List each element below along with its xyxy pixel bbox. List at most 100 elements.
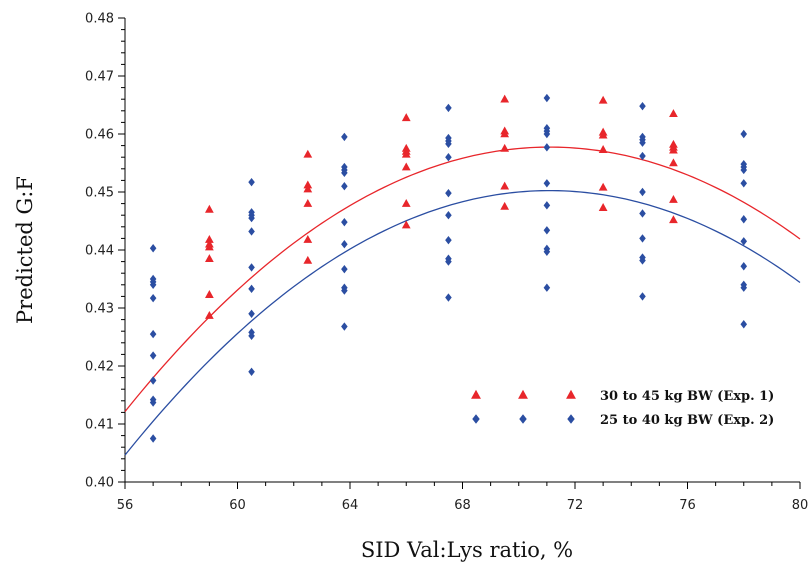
diamond-point	[341, 182, 348, 191]
triangle-point	[205, 204, 214, 213]
diamond-point	[639, 209, 646, 218]
legend-diamond-icon	[519, 414, 527, 424]
diamond-point	[543, 247, 551, 256]
y-axis: 0.40 0.41 0.42 0.43 0.44 0.45 0.46 0.47 0.48	[85, 12, 126, 491]
y-tick-label: 0.45	[85, 186, 114, 201]
triangle-point	[500, 94, 510, 103]
triangle-point	[205, 290, 214, 298]
legend-triangle-icon	[471, 389, 481, 399]
diamond-point	[445, 293, 452, 302]
diamond-point	[248, 367, 255, 376]
triangle-point	[401, 149, 411, 158]
diamond-point	[740, 129, 748, 139]
diamond-point	[341, 322, 348, 331]
legend-diamond-icon	[567, 414, 575, 424]
x-tick-label: 72	[567, 498, 584, 513]
x-ticks: 56 60 64 68 72 76 80	[117, 482, 809, 513]
triangle-point	[303, 149, 313, 158]
triangle-point	[500, 129, 510, 138]
diamond-point	[445, 211, 452, 220]
triangle-point	[669, 145, 678, 154]
triangle-point	[669, 109, 678, 118]
diamond-point	[740, 320, 748, 329]
triangle-point	[669, 158, 678, 167]
diamond-point	[445, 188, 452, 198]
diamond-point	[639, 187, 646, 197]
diamond-point	[248, 227, 255, 236]
diamond-point	[341, 240, 348, 249]
y-tick-label: 0.44	[85, 244, 114, 259]
diamond-point	[149, 376, 157, 385]
triangle-point	[303, 180, 313, 189]
triangle-point	[303, 184, 313, 193]
diamond-point	[543, 179, 551, 188]
diamond-point	[445, 235, 452, 245]
y-tick-label: 0.47	[85, 70, 114, 85]
y-tick-label: 0.43	[85, 302, 114, 317]
fit-line-series-1	[124, 146, 801, 412]
diamond-point	[149, 398, 157, 407]
diamond-point	[248, 213, 255, 223]
triangle-point	[598, 95, 608, 104]
legend: 30 to 45 kg BW (Exp. 1) 25 to 40 kg BW (…	[471, 389, 774, 428]
triangle-point	[598, 130, 608, 139]
triangle-point	[401, 220, 411, 229]
legend-label-exp1: 30 to 45 kg BW (Exp. 1)	[600, 389, 774, 404]
x-axis-title: SID Val:Lys ratio, %	[361, 538, 573, 562]
diamond-point	[639, 151, 646, 161]
diamond-point	[740, 179, 748, 188]
diamond-point	[445, 257, 452, 266]
triangle-point	[303, 234, 313, 243]
x-tick-label: 64	[342, 498, 359, 513]
diamond-point	[639, 234, 646, 243]
diamond-point	[740, 165, 748, 175]
diamond-point	[639, 101, 646, 111]
diamond-point	[149, 244, 157, 253]
diamond-point	[248, 331, 255, 341]
y-tick-label: 0.42	[85, 360, 114, 375]
triangle-point	[598, 203, 608, 211]
diamond-point	[341, 286, 348, 295]
x-tick-label: 68	[454, 498, 471, 513]
diamond-point	[445, 139, 452, 149]
y-tick-label: 0.41	[85, 418, 114, 433]
triangle-point	[669, 194, 678, 203]
diamond-point	[149, 351, 157, 360]
triangle-point	[401, 162, 411, 171]
diamond-point	[740, 283, 748, 292]
triangle-point	[500, 201, 510, 210]
y-ticks: 0.40 0.41 0.42 0.43 0.44 0.45 0.46 0.47 0.48	[85, 12, 125, 491]
triangle-point	[401, 113, 411, 122]
fit-line-series-2	[124, 189, 801, 456]
diamond-point	[543, 226, 551, 235]
triangle-point	[669, 215, 678, 224]
data-points	[149, 93, 748, 443]
diamond-point	[149, 434, 157, 443]
diamond-point	[639, 256, 646, 265]
triangle-point	[401, 199, 411, 207]
diamond-point	[341, 264, 348, 274]
diamond-point	[248, 309, 255, 318]
diamond-point	[639, 138, 646, 147]
triangle-point	[598, 145, 608, 153]
triangle-point	[500, 143, 510, 152]
diamond-point	[149, 329, 157, 339]
y-tick-label: 0.48	[85, 12, 114, 27]
diamond-point	[543, 143, 551, 152]
diamond-point	[149, 293, 157, 303]
diamond-point	[341, 168, 348, 178]
triangle-point	[205, 310, 214, 319]
triangle-point	[205, 234, 214, 243]
diamond-point	[543, 93, 551, 103]
triangle-point	[598, 182, 608, 191]
y-tick-label: 0.40	[85, 476, 114, 491]
diamond-point	[445, 153, 452, 162]
triangle-point	[500, 181, 510, 190]
x-tick-label: 60	[229, 498, 246, 513]
diamond-point	[543, 283, 551, 292]
y-axis-title: Predicted G:F	[13, 176, 37, 324]
diamond-point	[341, 217, 348, 227]
x-tick-label: 80	[792, 498, 809, 513]
diamond-point	[341, 132, 348, 142]
